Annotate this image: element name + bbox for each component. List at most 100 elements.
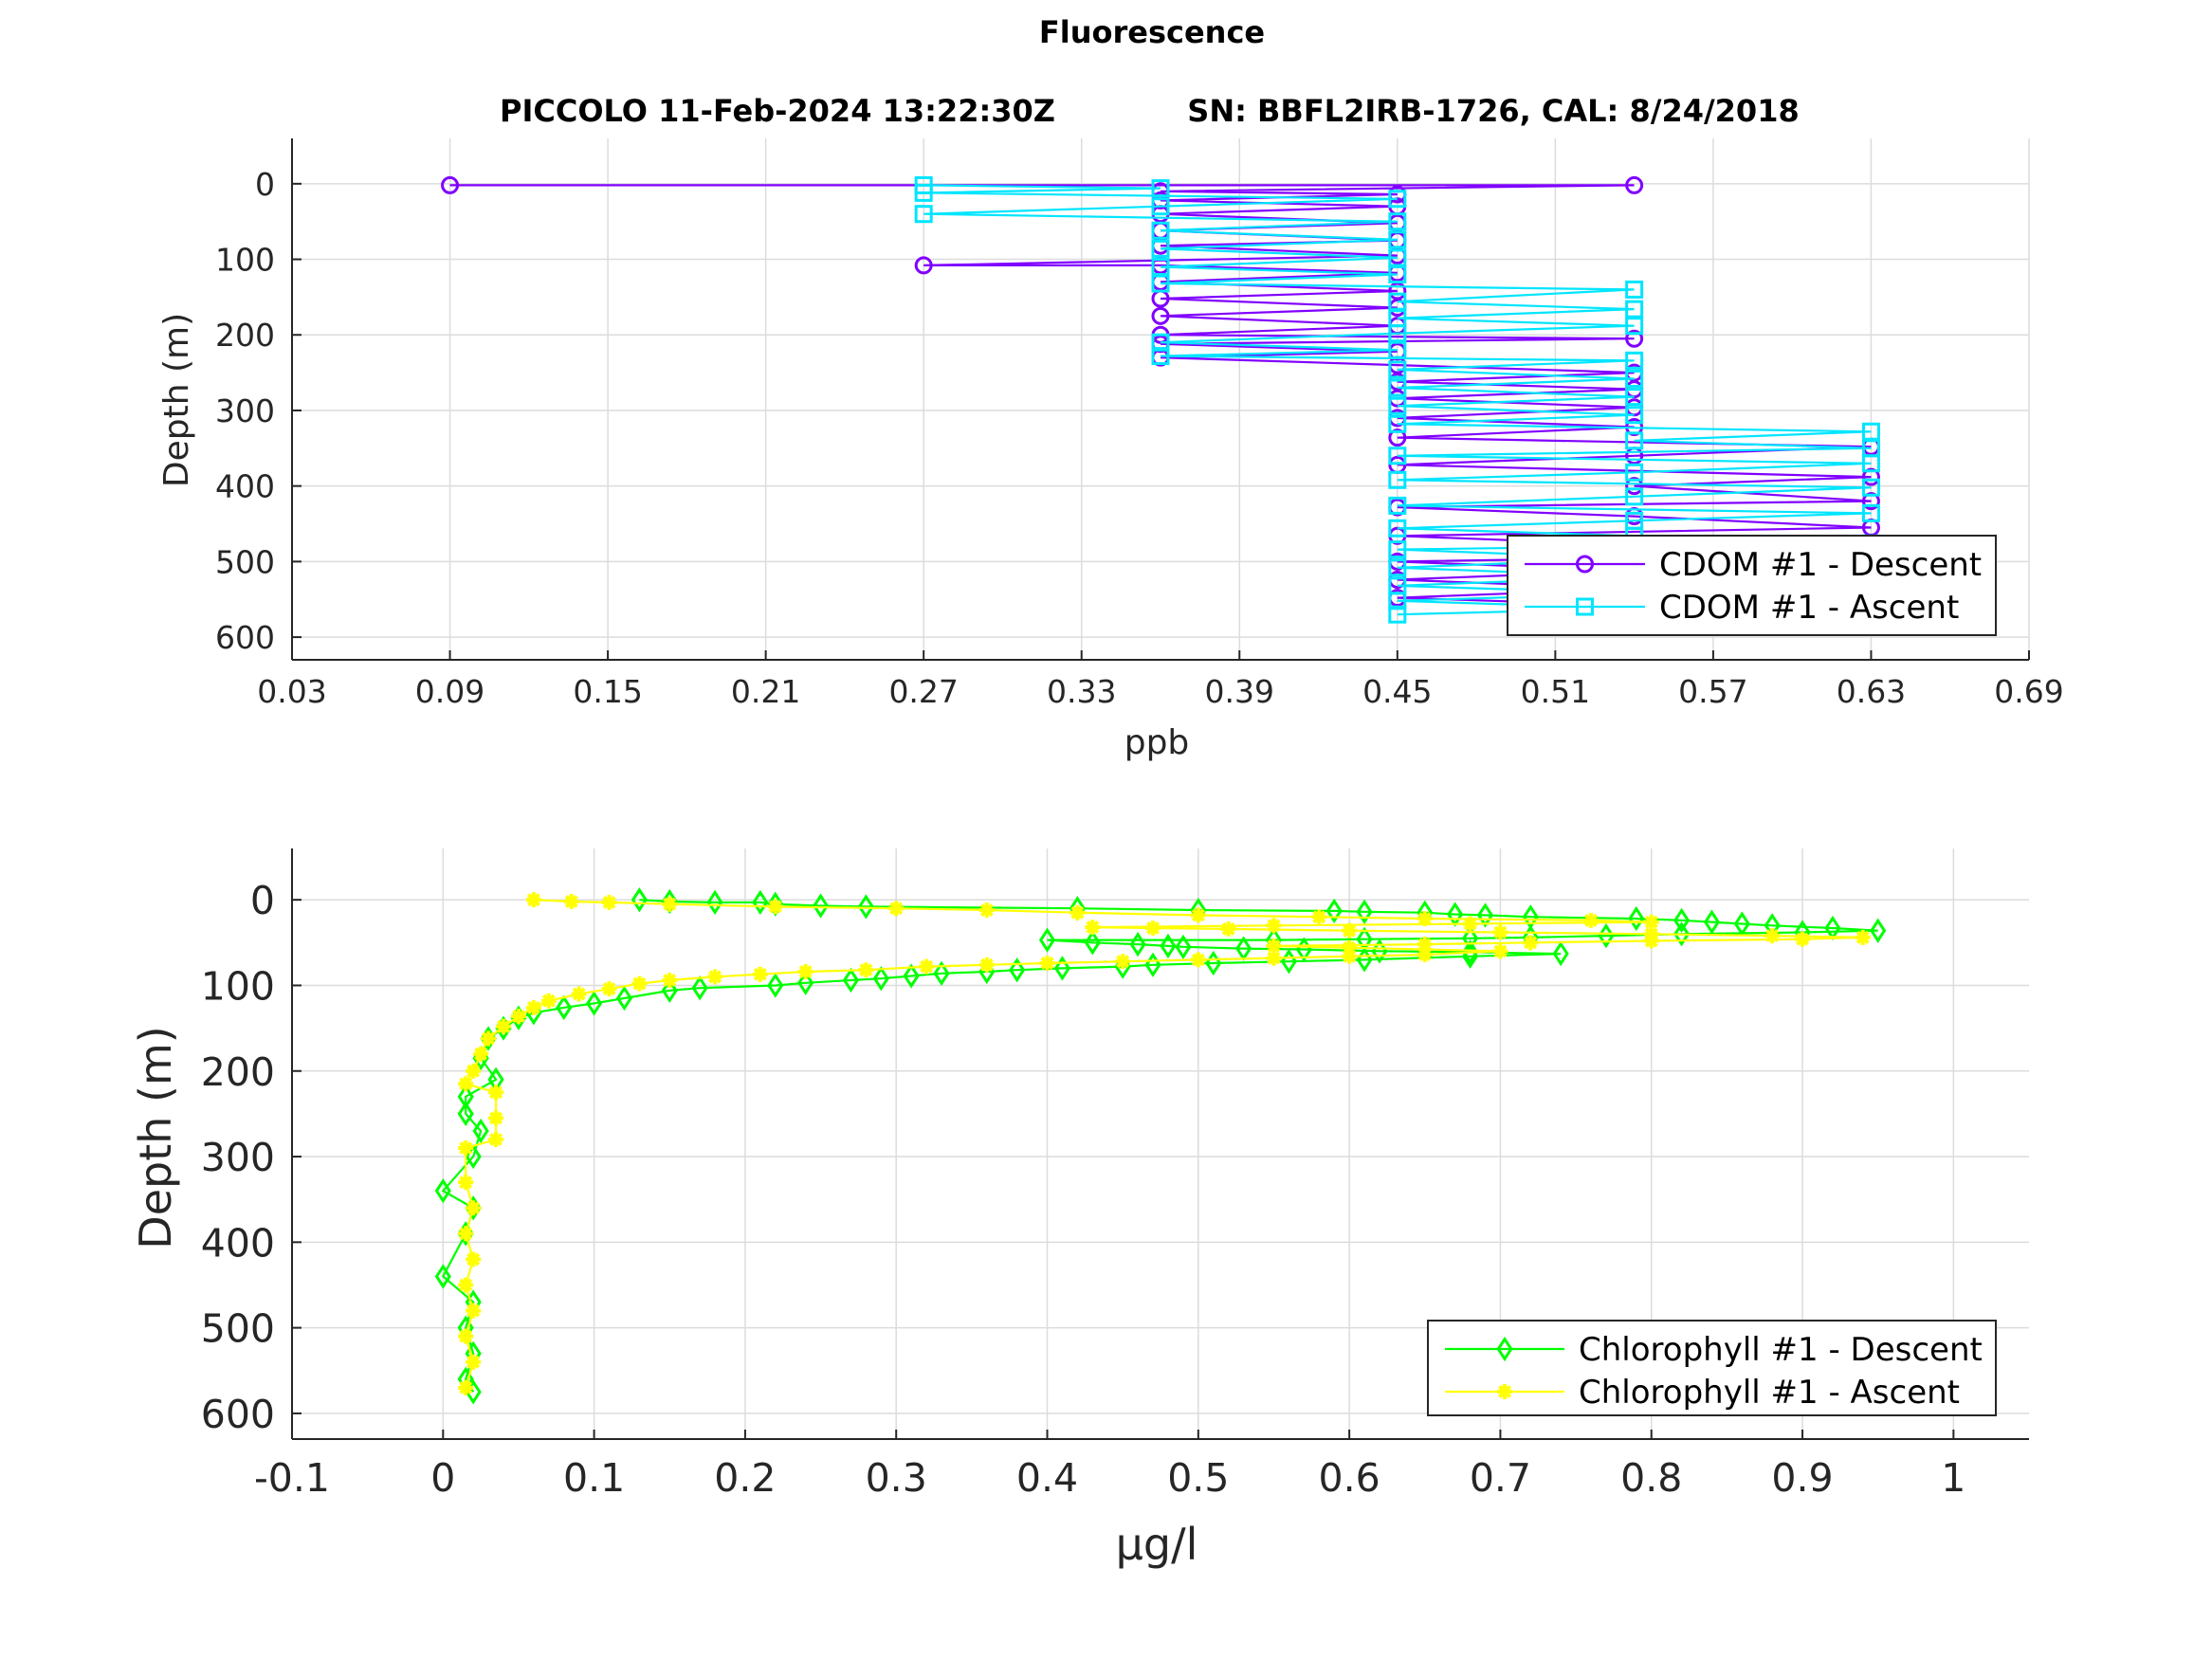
- y-tick-label: 300: [215, 392, 275, 429]
- x-tick-label: 0.1: [563, 1455, 625, 1501]
- data-point: [1861, 478, 1880, 497]
- x-tick-label: 1: [1941, 1455, 1965, 1501]
- data-point: [601, 981, 617, 997]
- legend-entry: Chlorophyll #1 - Descent: [1579, 1331, 1983, 1369]
- data-point: [466, 1303, 482, 1319]
- data-point: [1870, 918, 1887, 943]
- data-point: [488, 1131, 504, 1147]
- x-tick-label: 0.51: [1521, 673, 1590, 710]
- data-point: [441, 175, 460, 194]
- data-point: [525, 892, 541, 908]
- data-point: [1733, 911, 1750, 937]
- data-point: [1038, 927, 1056, 953]
- data-point: [466, 1251, 482, 1267]
- data-point: [914, 256, 933, 275]
- data-point: [1388, 282, 1407, 301]
- cdom-ticks: 0.03 0.09 0.15 0.21 0.27 0.33 0.39 0.45 0.51 0.57…: [215, 166, 2064, 710]
- y-tick-label: 0: [250, 878, 275, 923]
- data-point: [434, 1264, 451, 1289]
- data-point: [488, 1110, 504, 1126]
- data-point: [767, 973, 784, 998]
- data-point: [1115, 954, 1131, 970]
- data-point: [1388, 292, 1407, 311]
- data-point: [1861, 439, 1880, 458]
- data-point: [842, 967, 860, 994]
- data-point: [466, 1200, 482, 1216]
- data-point: [1069, 904, 1086, 921]
- data-point: [797, 970, 814, 995]
- x-tick-label: 0.9: [1771, 1455, 1833, 1501]
- legend-box: [1507, 535, 1997, 636]
- data-point: [1151, 239, 1170, 258]
- chlorophyll-ticks: -0.1 0 0.1 0.2 0.3 0.4 0.5 0.6 0.7 0.8 0.9 1 0 100 200…: [201, 878, 1966, 1501]
- data-point: [458, 1379, 474, 1395]
- data-point: [488, 1085, 504, 1101]
- data-point: [1643, 926, 1659, 942]
- chlorophyll-x-axis-label: μg/l: [1116, 1519, 1198, 1570]
- data-point: [1388, 309, 1407, 328]
- data-point: [903, 963, 920, 989]
- data-point: [496, 1018, 512, 1034]
- legend-entry: Chlorophyll #1 - Ascent: [1579, 1374, 1960, 1412]
- data-point: [978, 957, 995, 973]
- data-point: [540, 993, 557, 1009]
- data-point: [1462, 916, 1478, 932]
- x-tick-label: 0.5: [1167, 1455, 1229, 1501]
- data-point: [1145, 920, 1161, 936]
- data-point: [1643, 914, 1659, 930]
- x-tick-label: 0.6: [1319, 1455, 1380, 1501]
- data-point: [1625, 175, 1644, 194]
- data-point: [1175, 934, 1192, 959]
- x-tick-label: 0.2: [714, 1455, 776, 1501]
- legend-marker: [1576, 555, 1594, 574]
- legend-marker: [1496, 1336, 1513, 1362]
- data-point: [457, 1084, 474, 1109]
- data-point: [1151, 306, 1170, 325]
- data-point: [458, 1140, 474, 1157]
- x-tick-label: 0.15: [573, 673, 642, 710]
- data-point: [473, 1046, 489, 1062]
- data-point: [888, 901, 905, 917]
- y-tick-label: 0: [255, 166, 275, 203]
- data-point: [1151, 221, 1170, 240]
- figure-title: Fluorescence: [1039, 14, 1265, 50]
- x-tick-label: 0.4: [1016, 1455, 1078, 1501]
- cdom-subtitle-right: SN: BBFL2IRB-1726, CAL: 8/24/2018: [1187, 93, 1799, 129]
- data-point: [1861, 503, 1880, 522]
- data-point: [1311, 909, 1327, 925]
- data-point: [1388, 360, 1407, 379]
- data-point: [1388, 470, 1407, 489]
- data-point: [1388, 212, 1407, 231]
- data-point: [458, 1277, 474, 1293]
- data-point: [1625, 511, 1644, 530]
- data-point: [858, 962, 874, 978]
- y-tick-label: 100: [215, 242, 275, 279]
- y-tick-label: 200: [215, 317, 275, 354]
- data-point: [1388, 605, 1407, 624]
- legend-box: [1427, 1320, 1997, 1416]
- data-point: [1625, 463, 1644, 482]
- data-point: [1325, 898, 1343, 924]
- data-point: [466, 1063, 482, 1079]
- data-point: [1625, 406, 1644, 425]
- data-point: [1417, 937, 1433, 953]
- data-point: [1795, 931, 1811, 947]
- data-point: [510, 1008, 526, 1024]
- y-tick-label: 400: [201, 1220, 275, 1266]
- data-point: [1151, 179, 1170, 198]
- y-tick-label: 500: [215, 543, 275, 580]
- data-point: [1151, 347, 1170, 366]
- data-point: [1673, 907, 1691, 933]
- cdom-y-axis-label: Depth (m): [157, 313, 196, 487]
- data-point: [615, 985, 633, 1012]
- x-tick-label: 0.7: [1470, 1455, 1531, 1501]
- data-point: [691, 975, 708, 1001]
- data-point: [1190, 952, 1206, 968]
- data-point: [1476, 902, 1494, 928]
- data-point: [1673, 921, 1691, 947]
- data-point: [1417, 911, 1433, 927]
- data-point: [466, 1354, 482, 1370]
- legend-entry: CDOM #1 - Descent: [1659, 546, 1982, 584]
- data-point: [631, 975, 648, 992]
- data-point: [1388, 264, 1407, 283]
